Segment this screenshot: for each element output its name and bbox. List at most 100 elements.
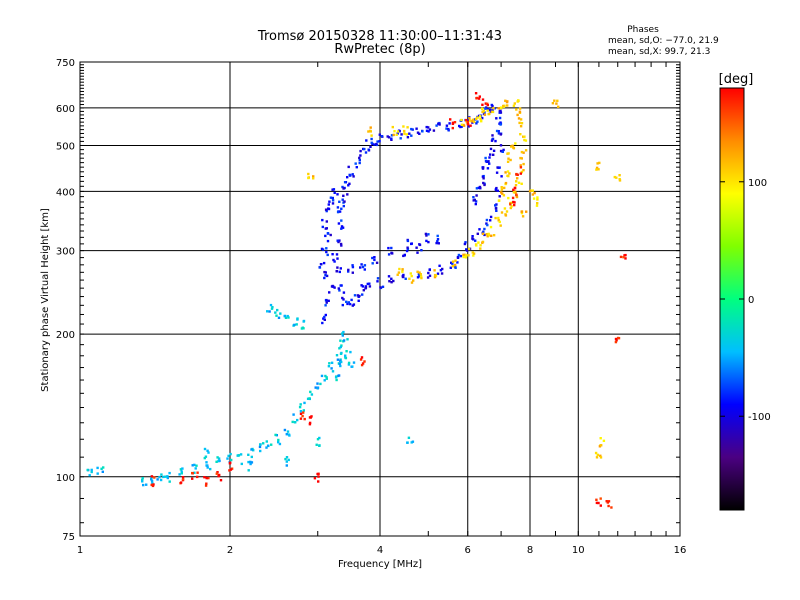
data-point	[402, 273, 405, 277]
data-point	[341, 226, 345, 229]
data-point	[497, 199, 501, 202]
data-point	[204, 455, 208, 458]
data-point	[464, 119, 468, 122]
data-point	[520, 122, 524, 125]
data-point	[323, 379, 326, 382]
data-point	[595, 166, 599, 170]
data-point	[491, 110, 495, 114]
x-tick-label: 16	[674, 545, 687, 556]
data-point	[302, 409, 305, 412]
data-point	[164, 475, 167, 478]
data-point	[397, 271, 401, 274]
data-point	[496, 189, 499, 192]
data-point	[270, 307, 274, 310]
data-point	[475, 122, 478, 125]
data-point	[500, 191, 503, 194]
data-point	[481, 103, 484, 106]
data-point	[491, 104, 494, 108]
data-point	[271, 306, 274, 309]
data-point	[341, 332, 344, 335]
data-point	[516, 113, 519, 117]
data-point	[482, 177, 485, 180]
data-point	[308, 397, 311, 400]
data-point	[351, 265, 355, 269]
data-point	[478, 228, 481, 231]
data-point	[357, 299, 360, 302]
data-point	[424, 232, 428, 236]
data-point	[168, 480, 171, 483]
data-point	[316, 382, 319, 385]
data-point	[325, 220, 328, 223]
data-point	[331, 188, 334, 191]
data-point	[316, 387, 319, 390]
data-point	[358, 156, 361, 160]
y-tick-label: 75	[62, 532, 75, 543]
data-point	[456, 256, 460, 259]
data-point	[368, 285, 372, 288]
data-point	[462, 124, 466, 127]
data-point	[340, 244, 343, 247]
data-point	[247, 453, 250, 456]
data-point	[259, 443, 262, 446]
data-point	[363, 268, 366, 271]
data-point	[392, 133, 395, 137]
data-point	[488, 108, 492, 112]
data-point	[296, 317, 299, 320]
data-point	[519, 125, 523, 128]
data-point	[486, 223, 489, 227]
data-point	[342, 187, 345, 190]
data-point	[284, 457, 287, 461]
data-point	[462, 255, 465, 259]
data-point	[522, 169, 525, 172]
data-point	[339, 352, 343, 355]
data-point	[391, 125, 394, 129]
data-point	[96, 472, 99, 475]
data-point	[457, 253, 461, 257]
data-point	[476, 232, 479, 235]
data-point	[325, 247, 328, 250]
data-point	[514, 142, 517, 145]
data-point	[295, 323, 298, 326]
data-point	[410, 127, 413, 131]
data-point	[360, 284, 363, 287]
data-point	[410, 242, 413, 246]
data-point	[316, 472, 319, 476]
data-point	[205, 476, 208, 480]
data-point	[373, 256, 376, 259]
data-point	[340, 227, 343, 230]
data-point	[373, 258, 376, 262]
data-point	[449, 118, 452, 121]
data-point	[433, 275, 437, 279]
data-point	[513, 102, 516, 105]
data-point	[390, 134, 394, 137]
data-point	[619, 255, 623, 259]
data-point	[509, 201, 512, 205]
data-point	[466, 123, 470, 126]
data-point	[203, 456, 206, 460]
data-point	[229, 452, 232, 456]
data-point	[209, 467, 212, 471]
data-point	[515, 195, 519, 199]
data-point	[342, 194, 345, 197]
data-point	[348, 302, 352, 306]
data-point	[426, 276, 430, 279]
data-point	[324, 274, 327, 277]
data-point	[418, 271, 421, 274]
data-point	[555, 102, 558, 105]
data-point	[507, 157, 510, 160]
data-point	[481, 240, 485, 244]
data-point	[494, 216, 497, 220]
data-point	[416, 270, 419, 273]
data-point	[308, 423, 312, 426]
data-point	[484, 107, 487, 110]
data-point	[475, 117, 478, 121]
data-point	[511, 196, 515, 200]
data-point	[495, 203, 498, 206]
data-point	[445, 127, 448, 130]
data-point	[337, 240, 340, 244]
data-point	[286, 430, 290, 433]
data-point	[193, 471, 196, 474]
data-point	[435, 124, 438, 127]
data-point	[403, 254, 406, 257]
data-point	[335, 270, 338, 273]
